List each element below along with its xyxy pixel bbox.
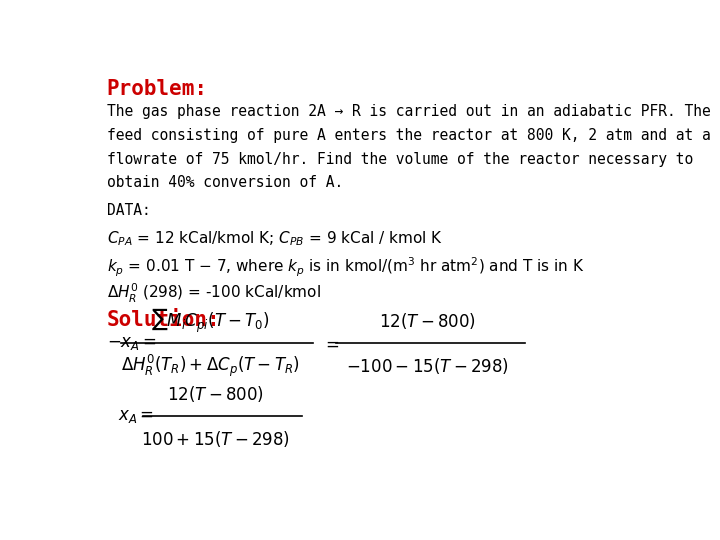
Text: $=$: $=$ (322, 334, 339, 353)
Text: $C_{PA}$ = 12 kCal/kmol K; $C_{PB}$ = 9 kCal / kmol K: $C_{PA}$ = 12 kCal/kmol K; $C_{PB}$ = 9 … (107, 230, 443, 248)
Text: $x_A =$: $x_A =$ (118, 407, 154, 425)
Text: $\sum M_i C_{pi}(T-T_0)$: $\sum M_i C_{pi}(T-T_0)$ (150, 307, 269, 335)
Text: $-x_A =$: $-x_A =$ (107, 334, 156, 353)
Text: $k_p$ = 0.01 T $-$ 7, where $k_p$ is in kmol/(m$^3$ hr atm$^2$) and T is in K: $k_p$ = 0.01 T $-$ 7, where $k_p$ is in … (107, 255, 585, 279)
Text: obtain 40% conversion of A.: obtain 40% conversion of A. (107, 176, 343, 191)
Text: $\Delta H_R^0$ (298) = -100 kCal/kmol: $\Delta H_R^0$ (298) = -100 kCal/kmol (107, 282, 320, 305)
Text: DATA:: DATA: (107, 203, 150, 218)
Text: feed consisting of pure A enters the reactor at 800 K, 2 atm and at a: feed consisting of pure A enters the rea… (107, 128, 711, 143)
Text: $-100-15(T-298)$: $-100-15(T-298)$ (346, 356, 509, 376)
Text: $100+15(T-298)$: $100+15(T-298)$ (141, 429, 290, 449)
Text: $\Delta H^0_R(T_R)+\Delta C_p(T-T_R)$: $\Delta H^0_R(T_R)+\Delta C_p(T-T_R)$ (120, 353, 300, 379)
Text: The gas phase reaction 2A → R is carried out in an adiabatic PFR. The: The gas phase reaction 2A → R is carried… (107, 104, 711, 119)
Text: Problem:: Problem: (107, 79, 208, 99)
Text: $12(T-800)$: $12(T-800)$ (379, 311, 476, 331)
Text: flowrate of 75 kmol/hr. Find the volume of the reactor necessary to: flowrate of 75 kmol/hr. Find the volume … (107, 152, 693, 167)
Text: $12(T-800)$: $12(T-800)$ (167, 384, 264, 404)
Text: Solution:: Solution: (107, 310, 220, 330)
